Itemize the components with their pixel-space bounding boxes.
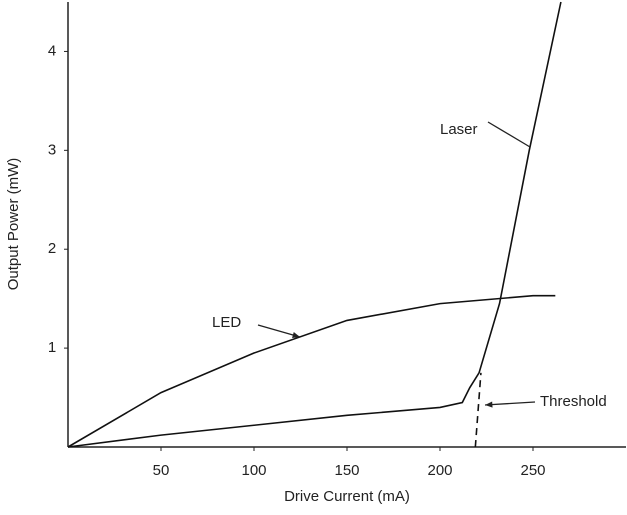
arrow-head (292, 332, 300, 338)
chart: Drive Current (mA) Output Power (mW) 50 1… (0, 0, 627, 515)
y-axis-title: Output Power (mW) (5, 158, 22, 291)
x-tick-label: 100 (241, 462, 266, 479)
y-tick-label: 4 (48, 42, 56, 59)
label-pointer (485, 402, 535, 405)
arrow-head (485, 401, 493, 407)
series-label: Threshold (540, 393, 607, 410)
x-axis-title: Drive Current (mA) (284, 488, 410, 505)
x-tick-label: 150 (334, 462, 359, 479)
y-tick-label: 3 (48, 141, 56, 158)
line-threshold (475, 373, 481, 447)
y-tick-label: 2 (48, 240, 56, 257)
label-pointer (488, 122, 530, 147)
series-label: Laser (440, 121, 478, 138)
line-led (68, 296, 555, 447)
x-tick-label: 200 (427, 462, 452, 479)
series-label: LED (212, 314, 241, 331)
line-laser (68, 2, 561, 447)
x-tick-label: 250 (520, 462, 545, 479)
y-tick-label: 1 (48, 339, 56, 356)
x-tick-label: 50 (153, 462, 170, 479)
